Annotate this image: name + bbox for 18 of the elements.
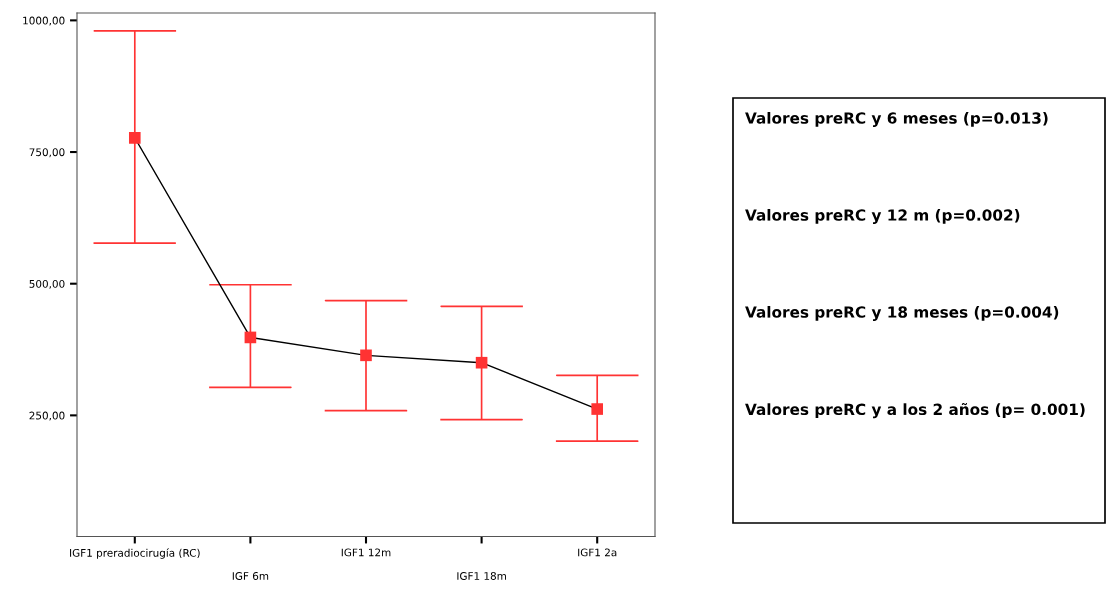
y-tick-label: 1000,00 xyxy=(23,16,65,26)
text: Valores preRC y 12 m (p=0.002) xyxy=(745,209,1020,224)
point xyxy=(360,349,372,362)
x-tick-label: IGF1 12m xyxy=(341,548,391,557)
y-tick-label: 500,00 xyxy=(29,279,65,289)
point xyxy=(591,403,604,415)
point xyxy=(128,132,141,144)
x-tick-label: IGF1 18m xyxy=(457,572,506,580)
x-tick-label: IGF1 2a xyxy=(578,548,617,557)
y-tick-label: 250,00 xyxy=(29,411,65,421)
text: Valores preRC y a los 2 años (p= 0.001) xyxy=(745,403,1085,419)
point xyxy=(475,356,488,369)
x-tick-label: IGF1 preradiocirugía (RC) xyxy=(70,548,200,559)
text: Valores preRC y 6 meses (p=0.013) xyxy=(745,112,1048,127)
y-tick-label: 750,00 xyxy=(29,148,65,158)
x-tick-label: IGF 6m xyxy=(232,572,269,580)
text: Valores preRC y 18 meses (p=0.004) xyxy=(745,306,1059,321)
point xyxy=(244,331,257,344)
